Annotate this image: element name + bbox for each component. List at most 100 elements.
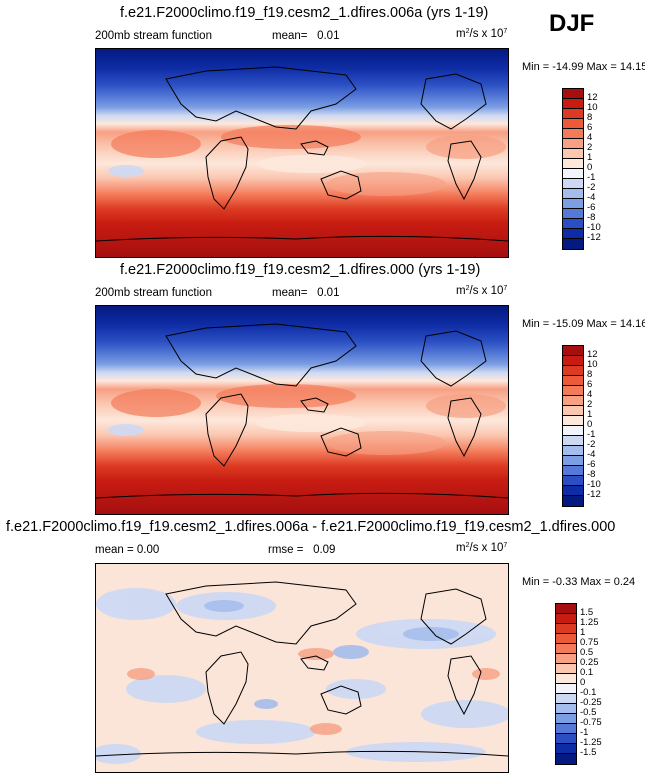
- colorbar-tick-label: -10: [587, 222, 601, 233]
- colorbar-swatch: [556, 674, 576, 684]
- colorbar-swatch: [563, 99, 583, 109]
- panel3-colorbar-ticks: 1.5 1.25 1 0.75 0.5 0.25 0.1 0 -0.1 -0.25 -0.5 -0.7…: [580, 603, 620, 763]
- panel3-units: m2/s x 107: [456, 542, 508, 554]
- colorbar-swatch: [556, 694, 576, 704]
- colorbar-tick-label: 1.5: [580, 607, 594, 618]
- colorbar-swatch: [556, 744, 576, 754]
- colorbar-swatch: [563, 199, 583, 209]
- panel3-rmse-value: 0.09: [313, 544, 336, 556]
- colorbar-swatch: [563, 219, 583, 229]
- panel2-colorbar-ticks: 12 10 8 6 4 2 1 0 -1 -2 -4 -6 -8 -10 -12: [587, 345, 627, 505]
- colorbar-swatch: [563, 229, 583, 239]
- panel3-contour-field: [96, 564, 508, 772]
- panel1-minmax: Min = -14.99 Max = 14.15: [522, 61, 645, 73]
- panel2-mean-value: 0.01: [317, 287, 340, 299]
- colorbar-tick-label: 1: [587, 152, 593, 163]
- panel2-mean-label: mean=: [272, 287, 308, 299]
- panel3-colorbar: [555, 603, 577, 765]
- colorbar-swatch: [563, 179, 583, 189]
- colorbar-tick-label: -1: [580, 727, 589, 738]
- colorbar-tick-label: 10: [587, 359, 598, 370]
- season-label: DJF: [549, 10, 595, 37]
- panel3-minmax: Min = -0.33 Max = 0.24: [522, 576, 636, 588]
- colorbar-tick-label: -8: [587, 469, 596, 480]
- panel1-mean-label: mean=: [272, 30, 308, 42]
- colorbar-tick-label: 6: [587, 379, 593, 390]
- panel3-rmse: rmse = 0.09: [268, 544, 335, 556]
- colorbar-swatch: [563, 109, 583, 119]
- colorbar-tick-label: 0: [587, 419, 593, 430]
- colorbar-swatch: [563, 366, 583, 376]
- colorbar-swatch: [563, 129, 583, 139]
- colorbar-swatch: [563, 396, 583, 406]
- colorbar-swatch: [563, 139, 583, 149]
- colorbar-tick-label: 0.5: [580, 647, 594, 658]
- colorbar-swatch: [563, 486, 583, 496]
- colorbar-swatch: [556, 614, 576, 624]
- colorbar-tick-label: -2: [587, 182, 596, 193]
- colorbar-tick-label: -1.5: [580, 747, 597, 758]
- colorbar-swatch: [556, 754, 576, 764]
- colorbar-tick-label: -4: [587, 192, 596, 203]
- colorbar-swatch: [556, 644, 576, 654]
- colorbar-swatch: [563, 496, 583, 506]
- colorbar-swatch: [563, 169, 583, 179]
- colorbar-swatch: [556, 684, 576, 694]
- colorbar-tick-label: -2: [587, 439, 596, 450]
- colorbar-tick-label: 2: [587, 142, 593, 153]
- colorbar-swatch: [563, 239, 583, 249]
- colorbar-swatch: [556, 734, 576, 744]
- panel3-title: f.e21.F2000climo.f19_f19.cesm2_1.dfires.…: [6, 519, 616, 535]
- colorbar-swatch: [563, 89, 583, 99]
- colorbar-swatch: [556, 724, 576, 734]
- panel1-contour-field: [96, 49, 508, 257]
- colorbar-tick-label: 4: [587, 132, 593, 143]
- panel1-units: m2/s x 107: [456, 28, 508, 40]
- colorbar-tick-label: -12: [587, 232, 601, 243]
- colorbar-swatch: [563, 416, 583, 426]
- colorbar-tick-label: -10: [587, 479, 601, 490]
- colorbar-tick-label: 0.75: [580, 637, 599, 648]
- colorbar-tick-label: 2: [587, 399, 593, 410]
- colorbar-swatch: [563, 386, 583, 396]
- panel1-colorbar: [562, 88, 584, 250]
- panel1-colorbar-ticks: 12 10 8 6 4 2 1 0 -1 -2 -4 -6 -8 -10 -12: [587, 88, 627, 248]
- colorbar-swatch: [556, 634, 576, 644]
- panel1-title: f.e21.F2000climo.f19_f19.cesm2_1.dfires.…: [120, 5, 489, 21]
- colorbar-swatch: [556, 604, 576, 614]
- panel2-units: m2/s x 107: [456, 285, 508, 297]
- colorbar-tick-label: 8: [587, 112, 593, 123]
- panel2-colorbar: [562, 345, 584, 507]
- colorbar-tick-label: 12: [587, 349, 598, 360]
- colorbar-tick-label: 12: [587, 92, 598, 103]
- panel1-map: [95, 48, 509, 258]
- colorbar-swatch: [563, 209, 583, 219]
- panel1-mean-value: 0.01: [317, 30, 340, 42]
- colorbar-swatch: [563, 189, 583, 199]
- panel2-map: [95, 305, 509, 515]
- colorbar-swatch: [563, 376, 583, 386]
- colorbar-swatch: [563, 119, 583, 129]
- colorbar-tick-label: 10: [587, 102, 598, 113]
- panel3-rmse-label: rmse =: [268, 544, 304, 556]
- colorbar-tick-label: -1: [587, 429, 596, 440]
- colorbar-tick-label: -0.25: [580, 697, 602, 708]
- colorbar-tick-label: -12: [587, 489, 601, 500]
- colorbar-swatch: [563, 446, 583, 456]
- panel3-mean: mean = 0.00: [95, 544, 160, 556]
- colorbar-tick-label: -1.25: [580, 737, 602, 748]
- colorbar-tick-label: 0.25: [580, 657, 599, 668]
- colorbar-tick-label: -8: [587, 212, 596, 223]
- panel1-variable-label: 200mb stream function: [95, 30, 212, 42]
- panel2-title: f.e21.F2000climo.f19_f19.cesm2_1.dfires.…: [120, 262, 481, 278]
- colorbar-swatch: [556, 714, 576, 724]
- colorbar-tick-label: -6: [587, 459, 596, 470]
- colorbar-swatch: [556, 664, 576, 674]
- panel2-variable-label: 200mb stream function: [95, 287, 212, 299]
- colorbar-tick-label: 8: [587, 369, 593, 380]
- colorbar-tick-label: -4: [587, 449, 596, 460]
- colorbar-tick-label: -0.1: [580, 687, 597, 698]
- colorbar-swatch: [556, 704, 576, 714]
- colorbar-tick-label: 4: [587, 389, 593, 400]
- panel3-map: [95, 563, 509, 773]
